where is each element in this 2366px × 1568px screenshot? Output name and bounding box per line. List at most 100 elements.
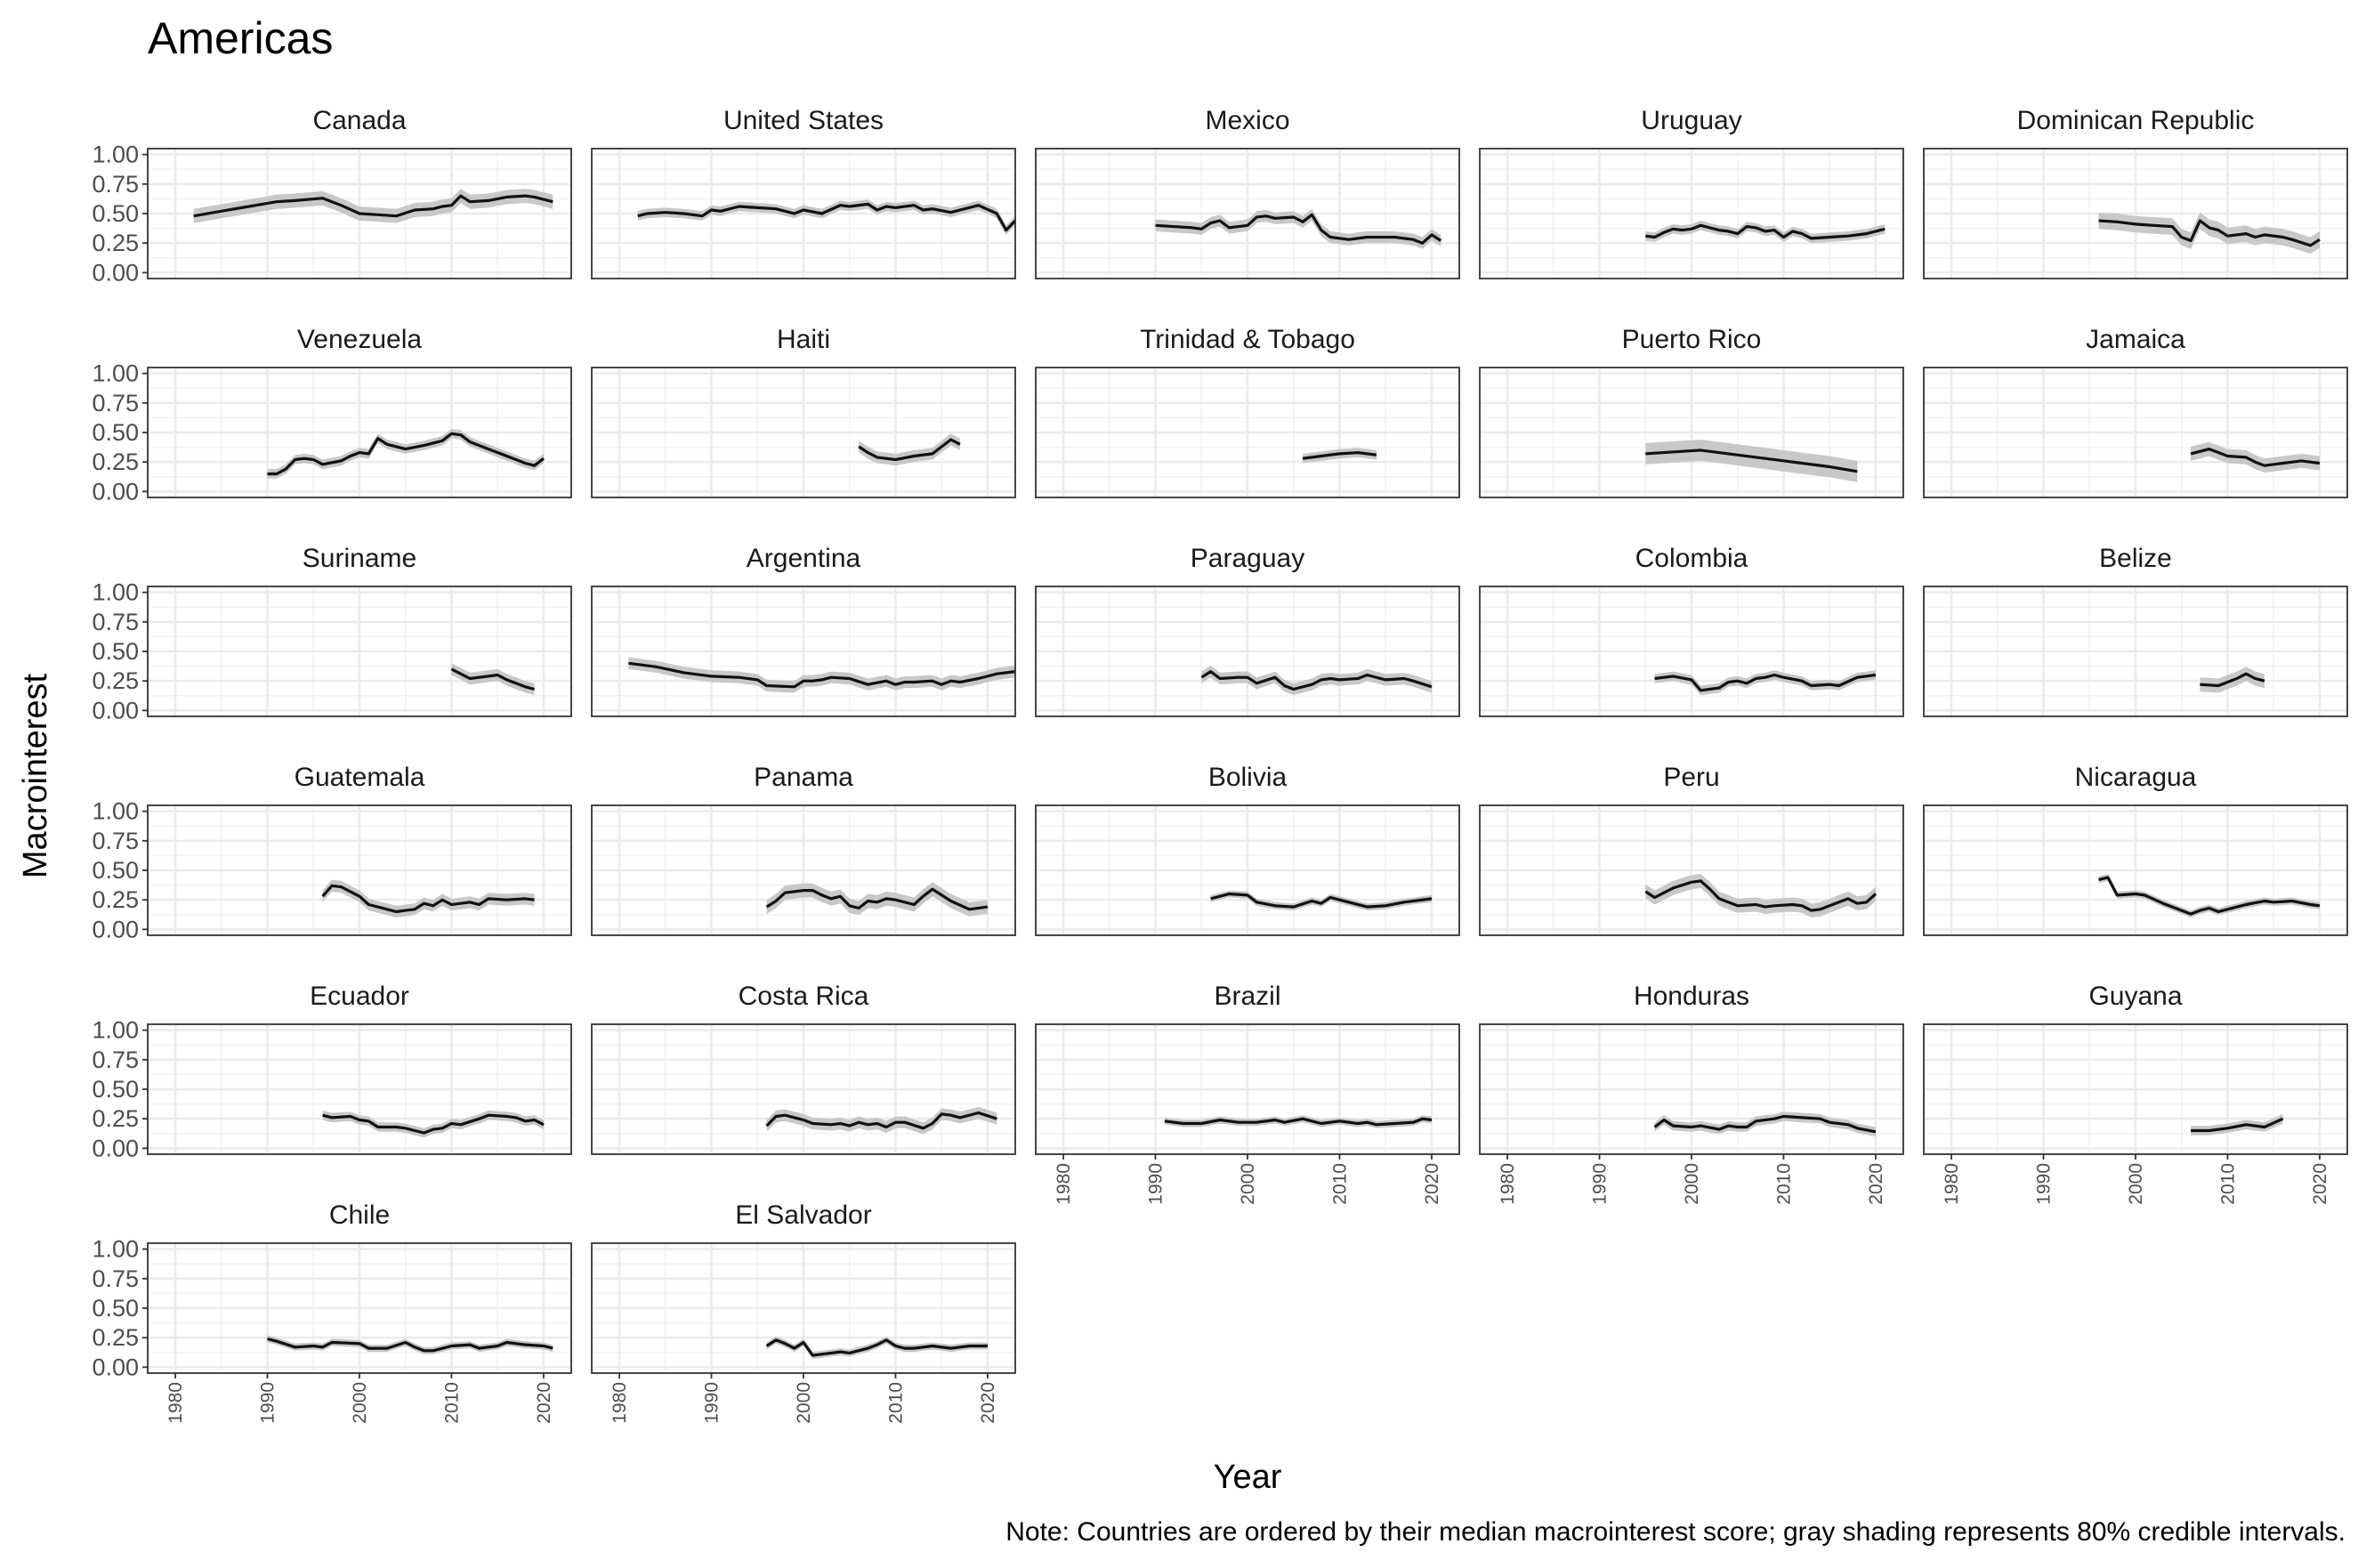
credible-interval-band [267, 429, 544, 479]
panel-border [1923, 804, 2348, 936]
y-tick-label: 0.50 [92, 638, 139, 665]
y-tick-label: 0.75 [92, 1047, 139, 1073]
series-line [322, 1113, 545, 1135]
panel-canada: Canada 0.00 0.25 0.500.75 1.00 [92, 106, 572, 286]
x-tick-label: 2020 [1866, 1163, 1886, 1205]
panel-title: Uruguay [1641, 106, 1741, 135]
series-line [321, 884, 535, 914]
series-line [637, 202, 1017, 232]
panel-united-states: United States [591, 106, 1017, 279]
panel-title: Mexico [1205, 106, 1289, 135]
series-line [1645, 449, 1858, 473]
panel-suriname: Suriname 0.00 0.250.50 0.75 1.00 [92, 544, 572, 723]
series-line [1200, 669, 1433, 691]
panel-title: Colombia [1635, 544, 1748, 573]
x-tick-label: 2000 [794, 1382, 814, 1424]
series-line [1645, 223, 1886, 240]
y-tick-label: 0.50 [92, 1076, 139, 1103]
series-line [2098, 219, 2321, 247]
panel-title: Dominican Republic [2017, 106, 2255, 135]
y-tick-label: 1.00 [92, 1017, 139, 1044]
x-tick-label: 2000 [350, 1382, 370, 1424]
credible-interval-band [628, 657, 1015, 693]
series-line [267, 1337, 553, 1353]
y-tick-label: 0.75 [92, 828, 139, 854]
y-tick-label: 0.00 [92, 1135, 139, 1161]
x-tick-label: 1990 [1590, 1163, 1611, 1205]
y-tick-label: 0.25 [92, 449, 139, 475]
panel-title: Panama [754, 763, 853, 792]
series-line [628, 661, 1016, 689]
y-tick-label: 0.50 [92, 200, 139, 227]
panel-border [591, 367, 1016, 498]
panel-title: Brazil [1214, 982, 1280, 1011]
y-tick-label: 0.00 [92, 478, 139, 505]
y-tick-label: 0.50 [92, 1295, 139, 1321]
panel-peru: Peru [1479, 763, 1904, 936]
panel-brazil: Brazil 1980 1990 2000 2010 2020 [1035, 982, 1460, 1205]
panel-title: Bolivia [1208, 763, 1288, 792]
panel-border [1035, 804, 1460, 936]
panel-colombia: Colombia [1479, 544, 1904, 717]
y-tick-label: 0.75 [92, 171, 139, 198]
chart-caption: Note: Countries are ordered by their med… [1005, 1517, 2346, 1547]
y-tick-label: 1.00 [92, 579, 139, 606]
panel-border [1479, 148, 1904, 279]
panel-border [1923, 148, 2348, 279]
y-tick-label: 0.00 [92, 1354, 139, 1380]
panel-nicaragua: Nicaragua [1923, 763, 2348, 936]
series-line [2098, 876, 2321, 916]
x-tick-label: 2020 [978, 1382, 998, 1424]
panel-title: Guatemala [295, 763, 425, 792]
panel-title: Argentina [747, 544, 861, 573]
panel-title: Peru [1663, 763, 1719, 792]
x-tick-label: 2010 [1773, 1163, 1794, 1205]
panel-border [1479, 367, 1904, 498]
panel-bolivia: Bolivia [1035, 763, 1460, 936]
series-line [193, 194, 553, 218]
credible-interval-band [451, 663, 535, 696]
y-tick-label: 0.50 [92, 419, 139, 446]
panel-border [591, 586, 1016, 717]
panel-border [1479, 586, 1904, 717]
panel-title: Suriname [303, 544, 416, 573]
panel-mexico: Mexico [1035, 106, 1460, 279]
panel-title: Costa Rica [739, 982, 869, 1011]
panel-title: Jamaica [2086, 325, 2185, 354]
panel-title: Paraguay [1191, 544, 1304, 573]
panel-border [1035, 367, 1460, 498]
panel-chile: Chile 0.00 0.25 0.50 0.751.00 1980 1990 2000 201… [92, 1200, 572, 1424]
series-line [450, 667, 536, 691]
y-tick-label: 0.75 [92, 609, 139, 635]
x-axis-title: Year [1214, 1459, 1282, 1496]
chart-title: Americas [148, 13, 333, 63]
panel-title: Venezuela [297, 325, 422, 354]
y-tick-label: 1.00 [92, 798, 139, 825]
x-tick-label: 1980 [166, 1382, 186, 1424]
series-line [765, 1338, 988, 1357]
credible-interval-band [2191, 441, 2320, 473]
series-line [2191, 1117, 2284, 1133]
x-tick-label: 1990 [1146, 1163, 1167, 1205]
x-tick-label: 2010 [1329, 1163, 1350, 1205]
panel-argentina: Argentina [591, 544, 1016, 717]
series-line [1654, 673, 1877, 692]
series-line [858, 438, 961, 462]
x-tick-label: 1990 [2034, 1163, 2055, 1205]
credible-interval-band [322, 879, 535, 918]
credible-interval-band [1155, 208, 1441, 249]
x-tick-label: 2000 [2126, 1163, 2146, 1205]
series-line [2200, 672, 2265, 688]
panel-guatemala: Guatemala 0.00 0.250.50 0.75 1.00 [92, 763, 572, 942]
series-line [2190, 448, 2321, 467]
x-tick-label: 1980 [610, 1382, 630, 1424]
panel-title: Chile [329, 1200, 390, 1230]
panel-border [1923, 586, 2348, 717]
series-line [765, 887, 989, 911]
panel-haiti: Haiti [591, 325, 1016, 498]
panel-title: United States [723, 106, 884, 135]
panel-border [591, 148, 1016, 279]
panel-title: Puerto Rico [1622, 325, 1762, 354]
x-tick-label: 2020 [1422, 1163, 1442, 1205]
